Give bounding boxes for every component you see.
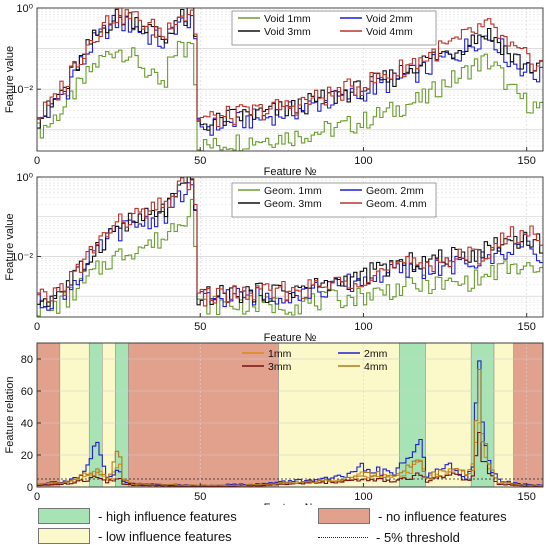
- y-tick-label: 10⁰: [16, 3, 33, 15]
- x-tick-label: 100: [354, 321, 372, 333]
- y-tick-label: 0: [27, 482, 33, 494]
- x-tick-label: 0: [34, 321, 40, 333]
- y-tick-label: 10⁰: [16, 172, 33, 184]
- x-tick-label: 150: [517, 491, 535, 503]
- legend-label: Void 4mm: [366, 26, 413, 38]
- x-tick-label: 0: [34, 491, 40, 503]
- legend-label: Geom. 3mm: [264, 198, 322, 210]
- panel-2: 0 50 100 150 10⁰ 10⁻² Feature № Feature value Ge…: [4, 172, 544, 344]
- legend-threshold-label: - 5% threshold: [376, 530, 460, 545]
- legend-label: Geom. 2mm: [366, 185, 424, 197]
- legend-low-label: - low influence features: [98, 528, 232, 544]
- high-influence-swatch: [38, 508, 90, 524]
- region-low: [493, 342, 514, 488]
- region-no: [36, 342, 61, 488]
- series-line-4: [37, 368, 543, 487]
- legend-high-label: - high influence features: [98, 508, 237, 524]
- legend-high-influence: - high influence features: [38, 508, 237, 524]
- legend-label: Void 2mm: [366, 13, 413, 25]
- x-tick-label: 50: [194, 491, 206, 503]
- legend-no-influence: - no influence features: [318, 508, 507, 524]
- low-influence-swatch: [38, 528, 90, 544]
- region-no: [128, 342, 279, 488]
- legend-threshold: - 5% threshold: [318, 530, 460, 545]
- plot-frame: [36, 176, 544, 318]
- y-axis-title: Feature relation: [4, 376, 16, 453]
- x-axis-title: Feature №: [264, 502, 317, 505]
- y-tick-label: 20: [21, 450, 33, 462]
- panel-3: 0 50 100 150 0 20 40 60 80 Feature № Feature relat…: [4, 342, 544, 505]
- legend-label: Void 1mm: [264, 13, 311, 25]
- y-tick-label: 80: [21, 354, 33, 366]
- y-axis-title: Feature value: [4, 46, 16, 113]
- legend-label: 1mm: [268, 348, 292, 360]
- no-influence-swatch: [318, 508, 370, 524]
- legend-label: Geom. 1mm: [264, 185, 322, 197]
- region-low: [102, 342, 116, 488]
- legend-label: 3mm: [268, 361, 292, 373]
- legend-low-influence: - low influence features: [38, 528, 232, 544]
- plot-frame: [36, 342, 544, 488]
- legend-box: [231, 182, 437, 218]
- x-tick-label: 50: [194, 321, 206, 333]
- x-tick-label: 100: [354, 155, 372, 167]
- series-line-1: [37, 198, 543, 317]
- y-tick-label: 10⁻²: [11, 251, 33, 263]
- legend-box: [231, 10, 437, 46]
- bottom-legend: - high influence features - low influenc…: [0, 504, 550, 545]
- y-tick-label: 60: [21, 386, 33, 398]
- x-tick-label: 100: [354, 491, 372, 503]
- y-axis-title: Feature value: [4, 213, 16, 280]
- x-tick-label: 150: [517, 155, 535, 167]
- x-axis-title: Feature №: [264, 332, 317, 344]
- legend-no-label: - no influence features: [378, 508, 507, 524]
- panel-1: 0 50 100 150 10⁰ 10⁻² Feature № Feature value Vo…: [4, 3, 544, 178]
- y-tick-label: 10⁻²: [11, 84, 33, 96]
- series-line-1: [37, 40, 543, 152]
- series-line-4: [37, 7, 543, 128]
- legend-label: Geom. 4.mm: [366, 198, 427, 210]
- figure-canvas: 0 50 100 150 10⁰ 10⁻² Feature № Feature value Vo…: [4, 3, 544, 505]
- x-axis-title: Feature №: [264, 166, 317, 178]
- x-tick-label: 0: [34, 155, 40, 167]
- region-low: [425, 342, 472, 488]
- region-high: [88, 342, 103, 488]
- region-no: [513, 342, 544, 488]
- series-line-4: [37, 177, 543, 307]
- x-tick-label: 50: [194, 155, 206, 167]
- legend-label: 4mm: [364, 361, 388, 373]
- region-low: [278, 342, 400, 488]
- x-tick-label: 150: [517, 321, 535, 333]
- legend-label: Void 3mm: [264, 26, 311, 38]
- y-tick-label: 40: [21, 418, 33, 430]
- region-low: [59, 342, 90, 488]
- plot-frame: [36, 7, 544, 152]
- legend-label: 2mm: [364, 348, 388, 360]
- threshold-line-swatch: [318, 537, 368, 538]
